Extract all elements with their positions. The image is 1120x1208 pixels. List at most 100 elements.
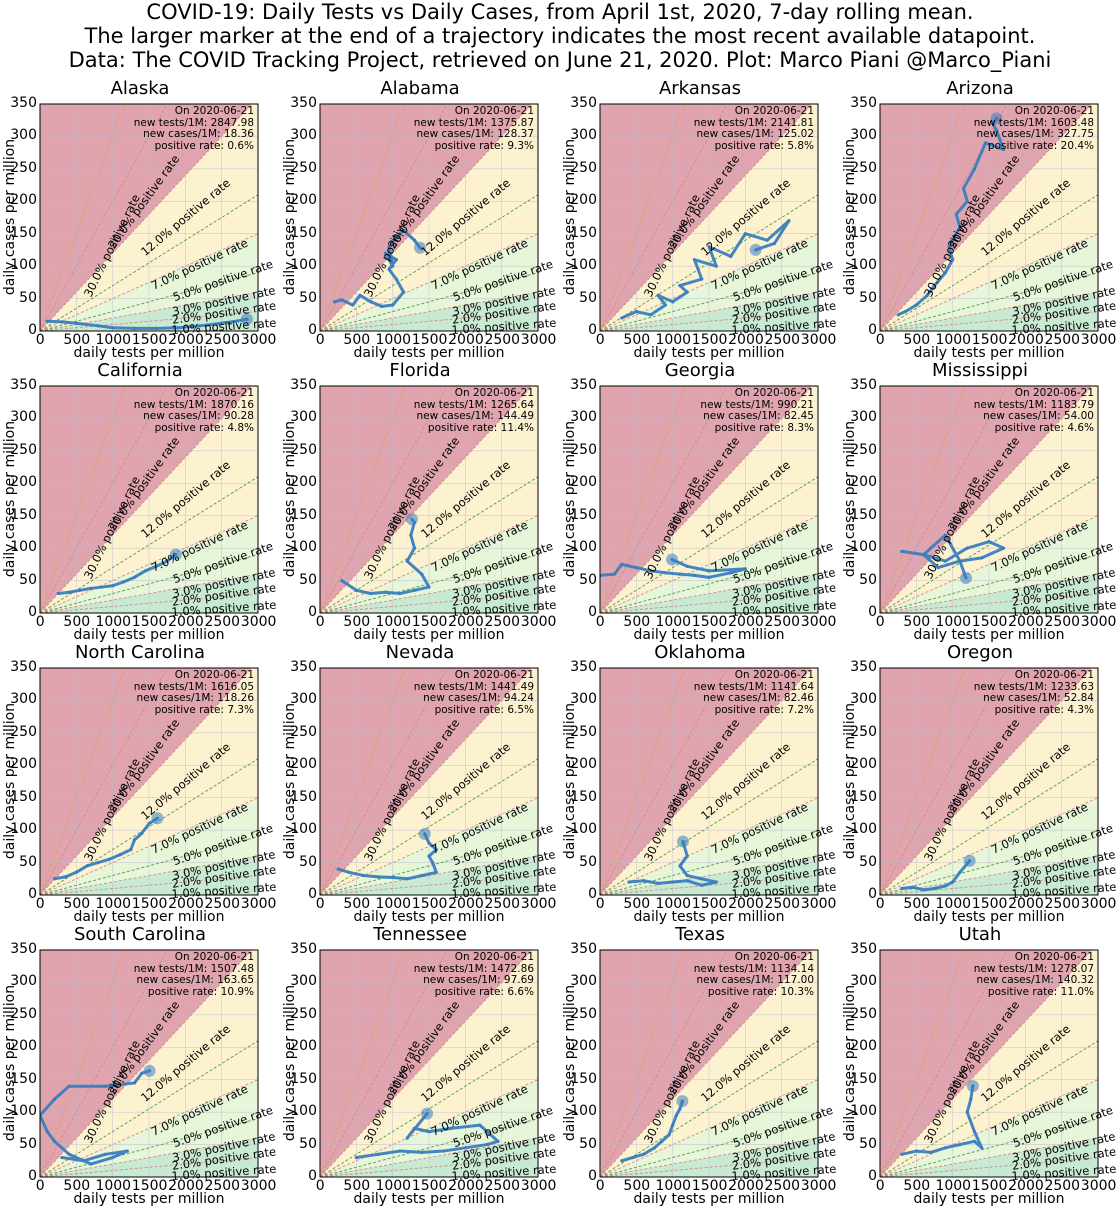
trajectory-point	[376, 875, 380, 879]
info-line-0: On 2020-06-21	[734, 951, 814, 963]
y-tick-label: 200	[850, 1038, 877, 1055]
chart-panel-oregon: Oregon On 2020-06-21 new tests/1M: 1233.63…	[840, 642, 1120, 926]
rate-line	[40, 311, 258, 331]
trajectory-point	[420, 572, 424, 576]
y-tick-label: 350	[570, 377, 597, 393]
plot-frame	[319, 949, 539, 1178]
info-line-2: new cases/1M: 125.02	[696, 128, 814, 140]
trajectory-point	[143, 569, 147, 573]
y-tick-label: 350	[850, 377, 877, 393]
x-tick-label: 0	[315, 332, 325, 348]
trajectory-point	[685, 879, 689, 883]
x-axis-label: daily tests per million	[73, 1191, 225, 1207]
trajectory-point	[401, 290, 406, 294]
trajectory-point	[656, 293, 660, 297]
trajectory-point	[96, 860, 100, 865]
panel-info: On 2020-06-21 new tests/1M: 1870.16 new ca…	[134, 387, 254, 434]
trajectory-point	[634, 566, 638, 570]
y-tick-label: 0	[28, 1168, 37, 1184]
panel-info: On 2020-06-21 new tests/1M: 1616.05 new ca…	[134, 669, 254, 716]
trajectory-point	[634, 309, 638, 314]
trajectory-point	[958, 559, 962, 563]
y-axis-label: daily cases per million	[2, 702, 19, 859]
trajectory-point	[692, 573, 697, 577]
rate-line	[40, 836, 258, 895]
latest-marker	[990, 112, 1003, 125]
trajectory-point	[765, 238, 769, 242]
trajectory-point	[198, 324, 202, 328]
panel-title: Texas	[675, 924, 725, 945]
y-tick-label: 50	[579, 571, 597, 588]
info-line-0: On 2020-06-21	[174, 951, 254, 963]
y-tick-label: 0	[868, 1168, 877, 1184]
rate-line	[600, 554, 818, 613]
trajectory-point	[82, 1159, 86, 1163]
trajectory-point	[132, 575, 137, 579]
trajectory-point	[60, 320, 64, 324]
x-tick-label: 500	[903, 896, 931, 912]
rate-line	[880, 668, 966, 895]
trajectory-point	[707, 575, 711, 579]
rate-line	[880, 1137, 1098, 1177]
rate-line	[600, 573, 818, 613]
x-tick-label: 1000	[375, 1178, 412, 1194]
y-tick-label: 100	[570, 1103, 597, 1120]
rate-line	[40, 1137, 258, 1177]
x-tick-label: 1000	[935, 332, 972, 348]
info-line-3: positive rate: 7.2%	[714, 703, 814, 716]
trajectory-point	[332, 300, 337, 304]
rate-line	[880, 875, 1098, 895]
trajectory-point	[649, 313, 653, 317]
info-line-1: new tests/1M: 1141.64	[693, 680, 814, 693]
y-tick-label: 100	[290, 821, 317, 838]
rate-line	[320, 1157, 538, 1177]
trajectory-point	[67, 1084, 71, 1088]
x-tick-label: 1000	[95, 332, 132, 348]
y-tick-label: 0	[308, 1168, 317, 1184]
chart-svg	[599, 949, 819, 1178]
y-axis-label: daily cases per million	[842, 420, 859, 577]
trajectory-point	[434, 848, 438, 852]
trajectory-point	[627, 880, 631, 884]
chart-svg	[39, 949, 259, 1178]
x-tick-label: 0	[595, 332, 605, 348]
rate-line	[40, 875, 258, 895]
y-tick-label: 350	[290, 659, 317, 675]
chart-panel-oklahoma: Oklahoma On 2020-06-21 new tests/1M: 1141.…	[560, 643, 840, 926]
latest-marker	[665, 553, 678, 566]
rate-line	[880, 104, 966, 331]
x-tick-label: 1000	[655, 332, 692, 348]
info-line-1: new tests/1M: 1134.14	[693, 962, 814, 975]
title-line-2: The larger marker at the end of a trajec…	[84, 24, 1036, 48]
rate-line	[40, 386, 126, 613]
band-0	[600, 292, 818, 331]
rate-line	[320, 836, 538, 895]
rate-line	[600, 311, 818, 331]
panel-info: On 2020-06-21 new tests/1M: 1265.64 new ca…	[414, 387, 534, 434]
info-line-0: On 2020-06-21	[1014, 951, 1094, 963]
x-tick-label: 0	[875, 332, 885, 348]
rate-line	[880, 668, 1008, 895]
plot-frame	[39, 103, 259, 332]
chart-svg	[39, 667, 259, 896]
y-tick-label: 250	[850, 1005, 877, 1022]
y-tick-label: 350	[570, 95, 597, 111]
x-tick-label: 3000	[240, 614, 277, 630]
y-tick-label: 350	[570, 659, 597, 675]
y-tick-label: 300	[10, 691, 37, 708]
trajectory-point	[147, 822, 151, 826]
trajectory-point	[420, 1150, 424, 1154]
panel-title: Oregon	[946, 642, 1014, 663]
info-line-2: new cases/1M: 117.00	[696, 974, 814, 986]
x-tick-label: 1500	[411, 896, 448, 912]
trajectory-point	[74, 321, 78, 325]
trajectory-point	[656, 881, 660, 885]
latest-marker	[963, 854, 976, 867]
trajectory-point	[678, 864, 682, 868]
info-line-0: On 2020-06-21	[734, 387, 814, 399]
rate-line	[880, 554, 1098, 613]
trajectory-point	[52, 1139, 57, 1143]
x-tick-label: 0	[875, 614, 885, 630]
info-line-2: new cases/1M: 82.45	[703, 410, 814, 422]
trajectory-point	[118, 853, 122, 857]
